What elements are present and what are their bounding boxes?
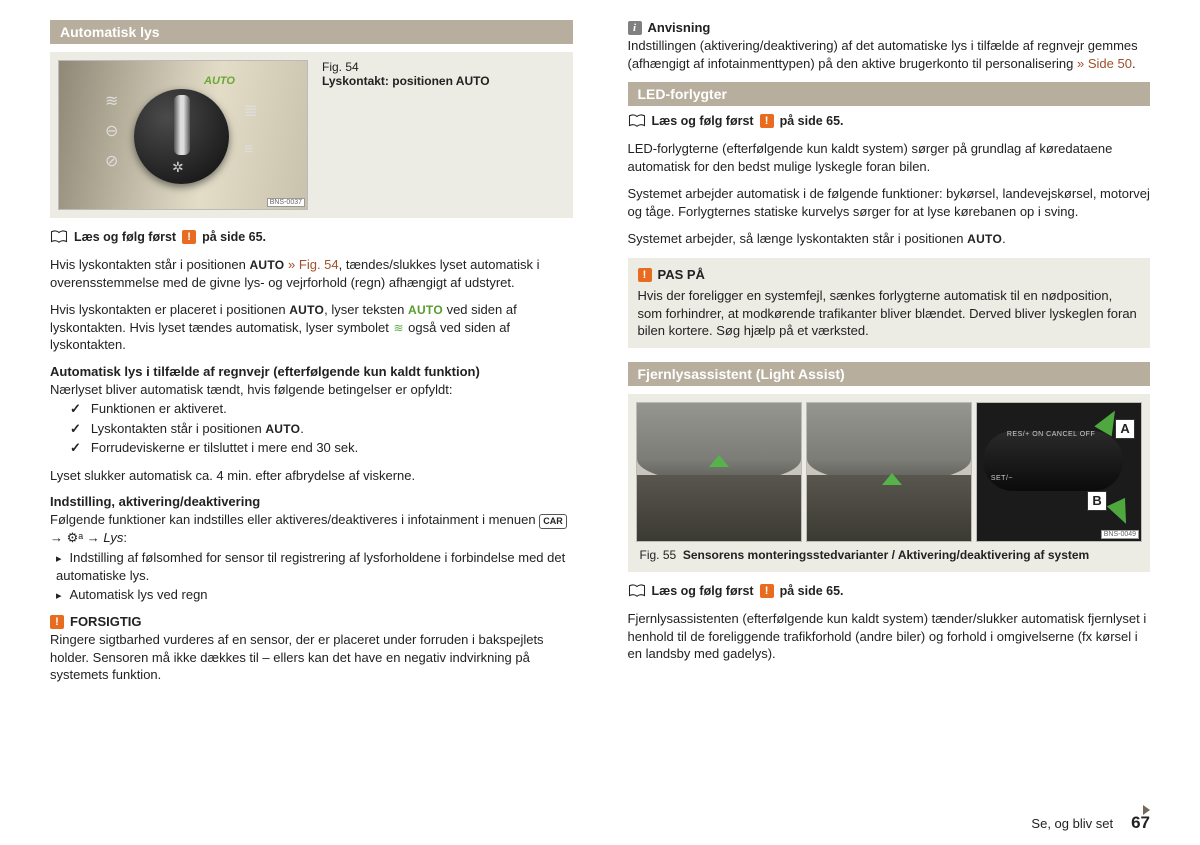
- check-item: Funktionen er aktiveret.: [70, 400, 573, 418]
- warning-icon: !: [638, 268, 652, 282]
- info-icon: i: [628, 21, 642, 35]
- read-first-line: Læs og følg først ! på side 65.: [628, 584, 1151, 598]
- read-first-line: Læs og følg først ! på side 65.: [50, 230, 573, 244]
- image-tag: BNS-0037: [267, 198, 305, 207]
- section-heading-led: LED-forlygter: [628, 82, 1151, 106]
- figure-54-image: ✲ AUTO ≋⊖ ⊘≣ ≡ BNS-0037: [58, 60, 308, 210]
- image-tag: BNS-0049: [1101, 530, 1139, 539]
- arrow-b-icon: [1107, 498, 1135, 528]
- rain-intro: Nærlyset bliver automatisk tændt, hvis f…: [50, 381, 573, 399]
- led-paragraph-1: LED-forlygterne (efterfølgende kun kaldt…: [628, 140, 1151, 175]
- figure-55-caption: Fig. 55 Sensorens monteringsstedvariante…: [636, 546, 1143, 564]
- anvisning-body: Indstillingen (aktivering/deaktivering) …: [628, 37, 1151, 72]
- led-paragraph-2: Systemet arbejder automatisk i de følgen…: [628, 185, 1151, 220]
- figure-55-panel-3: RES/+ ON CANCEL OFF SET/− A B BNS-0049: [976, 402, 1142, 542]
- warning-icon: !: [182, 230, 196, 244]
- car-button-icon: CAR: [539, 514, 567, 529]
- read-first-line: Læs og følg først ! på side 65.: [628, 114, 1151, 128]
- right-column: i Anvisning Indstillingen (aktivering/de…: [628, 20, 1151, 694]
- warning-icon: !: [760, 114, 774, 128]
- paragraph-auto-position: Hvis lyskontakten står i positionen AUTO…: [50, 256, 573, 291]
- figure-55-panel-1: [636, 402, 802, 542]
- check-item: Lyskontakten står i positionen AUTO.: [70, 420, 573, 438]
- gear-icon: ⚙ᵃ: [67, 530, 84, 545]
- label-b: B: [1087, 491, 1107, 511]
- arrow-item: Automatisk lys ved regn: [56, 586, 573, 604]
- figure-54-block: ✲ AUTO ≋⊖ ⊘≣ ≡ BNS-0037 Fig. 54 Lyskonta…: [50, 52, 573, 218]
- paragraph-auto-text: Hvis lyskontakten er placeret i position…: [50, 301, 573, 354]
- book-icon: [628, 584, 646, 598]
- forsigtig-body: Ringere sigtbarhed vurderes af en sensor…: [50, 631, 573, 684]
- warning-icon: !: [50, 615, 64, 629]
- warning-icon: !: [760, 584, 774, 598]
- book-icon: [50, 230, 68, 244]
- anvisning-heading: i Anvisning: [628, 20, 1151, 35]
- page-footer: Se, og bliv set67: [1031, 813, 1150, 833]
- figure-54-caption: Fig. 54 Lyskontakt: positionen AUTO: [322, 60, 490, 210]
- settings-list: Indstilling af følsomhed for sensor til …: [56, 549, 573, 604]
- section-heading-auto-lys: Automatisk lys: [50, 20, 573, 44]
- figure-55-block: RES/+ ON CANCEL OFF SET/− A B BNS-0049 F…: [628, 394, 1151, 572]
- figure-55-panel-2: [806, 402, 972, 542]
- section-heading-assist: Fjernlysassistent (Light Assist): [628, 362, 1151, 386]
- paragraph-light-off: Lyset slukker automatisk ca. 4 min. efte…: [50, 467, 573, 485]
- book-icon: [628, 114, 646, 128]
- rain-subheading: Automatisk lys i tilfælde af regnvejr (e…: [50, 364, 573, 379]
- pas-paa-box: ! PAS PÅ Hvis der foreligger en systemfe…: [628, 258, 1151, 348]
- label-a: A: [1115, 419, 1135, 439]
- led-paragraph-3: Systemet arbejder, så længe lyskontakten…: [628, 230, 1151, 248]
- check-item: Forrudeviskerne er tilsluttet i mere end…: [70, 439, 573, 457]
- rain-checklist: Funktionen er aktiveret. Lyskontakten st…: [70, 400, 573, 457]
- settings-subheading: Indstilling, aktivering/deaktivering: [50, 494, 573, 509]
- assist-paragraph: Fjernlysassistenten (efterfølgende kun k…: [628, 610, 1151, 663]
- arrow-item: Indstilling af følsomhed for sensor til …: [56, 549, 573, 584]
- forsigtig-heading: ! FORSIGTIG: [50, 614, 573, 629]
- left-column: Automatisk lys ✲ AUTO ≋⊖ ⊘≣ ≡ BNS-0037 F…: [50, 20, 573, 694]
- auto-dial-label: AUTO: [204, 75, 235, 87]
- settings-intro: Følgende funktioner kan indstilles eller…: [50, 511, 573, 547]
